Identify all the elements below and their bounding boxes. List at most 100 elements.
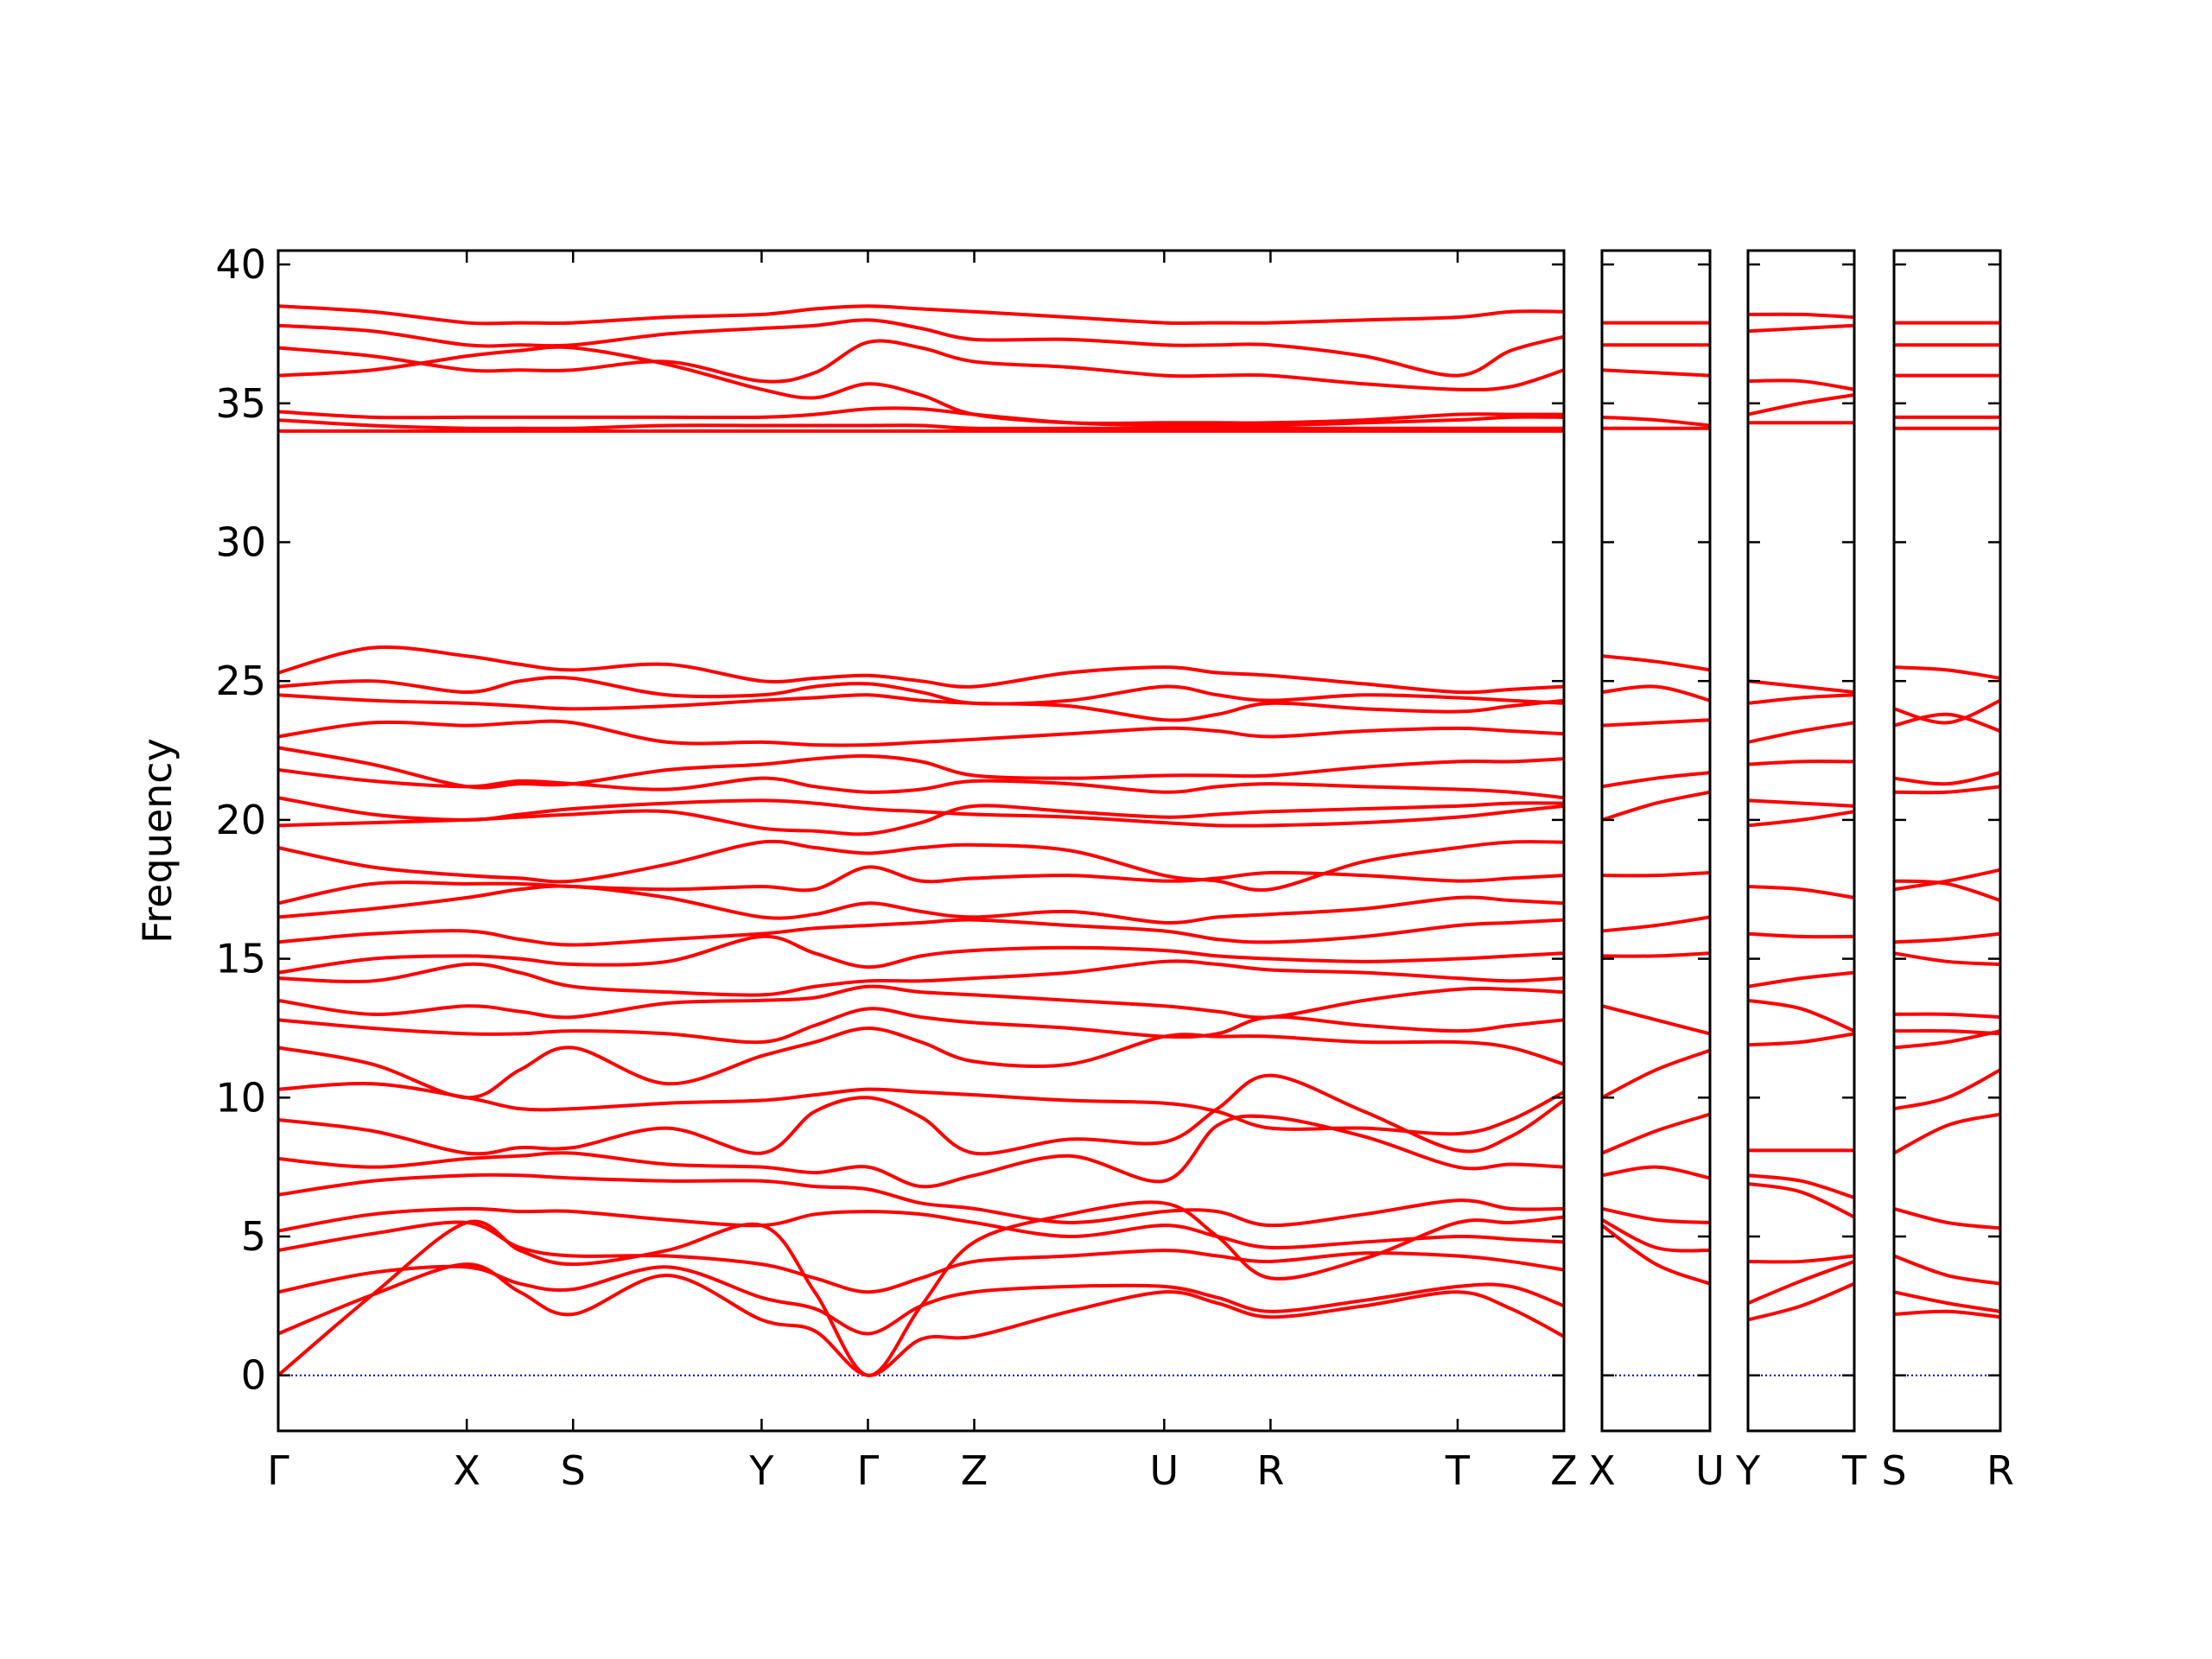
band-line [1602, 718, 1710, 728]
band-line [1748, 312, 1854, 320]
y-tick-label: 20 [215, 797, 266, 843]
band-line [1602, 951, 1710, 958]
band-line [1748, 1181, 1854, 1219]
band-line [1894, 931, 2000, 944]
band-line [278, 675, 1564, 706]
y-tick-label: 30 [215, 518, 266, 565]
axes-frame [1600, 249, 1712, 1433]
band-line [1748, 378, 1854, 391]
band-line [1894, 665, 2000, 680]
band-line [1894, 879, 2000, 903]
y-tick-label: 25 [215, 658, 266, 704]
band-line [1602, 1048, 1710, 1100]
x-tick-label: U [1150, 1447, 1179, 1494]
band-line [1602, 1224, 1710, 1286]
band-line [278, 1007, 1564, 1045]
band-line [278, 1082, 1564, 1136]
y-tick-label: 15 [215, 936, 266, 982]
x-tick-label: Γ [267, 1447, 289, 1494]
band-line [1602, 790, 1710, 822]
band-line [1748, 1254, 1854, 1264]
band-line [1894, 1290, 2000, 1313]
band-line [278, 1073, 1564, 1156]
band-line [278, 318, 1564, 378]
band-line [278, 984, 1564, 1020]
band-line [278, 645, 1564, 695]
band-line [278, 796, 1564, 828]
band-line [1894, 698, 2000, 725]
band-line [1748, 323, 1854, 334]
band-line [1894, 1068, 2000, 1111]
axes-frame [1746, 249, 1856, 1433]
y-tick-label: 10 [215, 1074, 266, 1121]
band-line [278, 719, 1564, 747]
band-line [1894, 1309, 2000, 1319]
x-tick-label: S [561, 1447, 586, 1494]
band-line [1748, 393, 1854, 416]
band-line [1748, 693, 1854, 705]
band-line [1894, 1206, 2000, 1230]
band-line [1894, 1254, 2000, 1286]
band-line [278, 934, 1564, 975]
band-line [278, 1262, 1564, 1377]
x-tick-label: U [1695, 1447, 1725, 1494]
y-tick-label: 0 [241, 1352, 266, 1399]
x-tick-label: Z [961, 1447, 988, 1494]
band-line [1602, 415, 1710, 428]
axes-frame [1892, 249, 2002, 1433]
band-line [278, 1200, 1564, 1377]
plot-area [278, 304, 1564, 1377]
x-tick-label: Z [1550, 1447, 1578, 1494]
band-line [278, 406, 1564, 428]
band-line [1748, 721, 1854, 744]
x-tick-label: X [453, 1447, 480, 1494]
x-tick-label: Y [748, 1447, 774, 1494]
band-line [278, 746, 1564, 790]
band-line [278, 418, 1564, 430]
x-tick-label: T [1445, 1447, 1471, 1494]
band-line [1748, 1281, 1854, 1322]
band-line [1602, 684, 1710, 702]
band-line [1748, 970, 1854, 988]
plot-area [1602, 321, 1710, 1376]
band-line [278, 1026, 1564, 1100]
band-line [278, 865, 1564, 906]
x-tick-label: R [1256, 1447, 1284, 1494]
band-line [1748, 760, 1854, 766]
band-line [1602, 1004, 1710, 1036]
band-line [1748, 810, 1854, 828]
band-line [278, 768, 1564, 800]
band-line [1602, 1165, 1710, 1180]
band-line [278, 959, 1564, 997]
band-line [1894, 1029, 2000, 1050]
band-line [278, 884, 1564, 925]
band-line [1894, 1012, 2000, 1020]
band-line [1602, 1112, 1710, 1155]
band-line [1748, 798, 1854, 808]
band-line [278, 801, 1564, 836]
band-line [1748, 1260, 1854, 1305]
band-line [278, 1114, 1564, 1189]
y-tick-label: 40 [215, 241, 266, 288]
band-line [1748, 1032, 1854, 1047]
band-line [1894, 785, 2000, 795]
y-tick-label: 35 [215, 380, 266, 427]
band-line [1748, 931, 1854, 939]
band-line [278, 1206, 1564, 1250]
y-axis-label: Frequency [134, 738, 181, 944]
band-line [1894, 771, 2000, 786]
band-line [1748, 885, 1854, 899]
band-line [1602, 870, 1710, 878]
band-line [278, 339, 1564, 391]
band-line [1602, 368, 1710, 378]
plot-area [1748, 312, 1854, 1376]
band-line [1748, 679, 1854, 695]
x-tick-label: S [1881, 1447, 1906, 1494]
x-tick-label: T [1841, 1447, 1867, 1494]
band-line [278, 345, 1564, 425]
x-tick-label: X [1588, 1447, 1616, 1494]
band-line [1894, 712, 2000, 733]
band-line [1602, 915, 1710, 933]
